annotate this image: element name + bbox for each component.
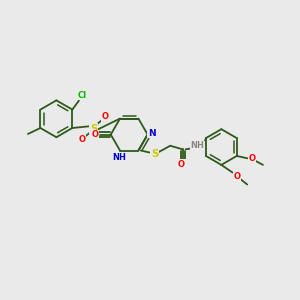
Text: Cl: Cl: [78, 91, 87, 100]
Text: O: O: [79, 135, 86, 144]
Text: S: S: [90, 124, 97, 134]
Text: N: N: [148, 129, 156, 138]
Text: O: O: [91, 130, 98, 139]
Text: O: O: [101, 112, 108, 121]
Text: O: O: [248, 154, 255, 164]
Text: S: S: [151, 149, 158, 159]
Text: NH: NH: [190, 141, 205, 150]
Text: O: O: [178, 160, 185, 169]
Text: O: O: [233, 172, 240, 181]
Text: NH: NH: [112, 152, 126, 161]
